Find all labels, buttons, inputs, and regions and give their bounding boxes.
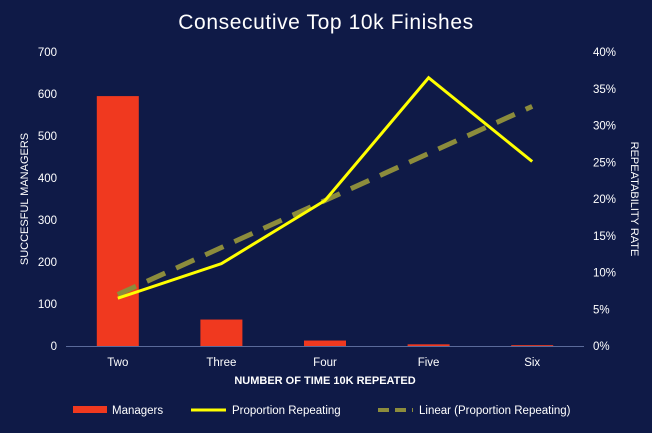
y-axis-label: SUCCESFUL MANAGERS [19,133,31,265]
y2-tick-label: 30% [593,121,616,133]
legend-label-proportion: Proportion Repeating [232,405,341,417]
legend-item-linear: Linear (Proportion Repeating) [378,405,571,417]
x-tick-label: Six [524,357,540,369]
y-tick-label: 400 [38,173,57,185]
y2-tick-label: 40% [593,47,616,59]
bar-series [96,96,554,346]
y-tick-label: 0 [51,341,57,353]
y-tick-label: 200 [38,257,57,269]
bar [407,344,450,346]
legend-item-proportion: Proportion Repeating [191,405,341,417]
y2-tick-label: 15% [593,231,616,243]
x-axis-label: NUMBER OF TIME 10K REPEATED [234,375,415,387]
y2-tick-label: 0% [593,341,610,353]
y-tick-label: 300 [38,215,57,227]
x-axis-ticks: Two Three Four Five Six [107,357,540,369]
y2-tick-label: 5% [593,304,610,316]
y-tick-label: 500 [38,131,57,143]
x-tick-label: Three [206,357,236,369]
legend: Managers Proportion Repeating Linear (Pr… [73,405,571,417]
y2-axis-label: REPEATABILITY RATE [628,142,640,257]
line-series [117,75,534,300]
y2-tick-label: 25% [593,157,616,169]
proportion-line [117,75,534,300]
y-tick-label: 700 [38,47,57,59]
right-axis-ticks: 0% 5% 10% 15% 20% 25% 30% 35% 40% [593,47,616,353]
chart-title: Consecutive Top 10k Finishes [178,11,473,34]
y-tick-label: 100 [38,299,57,311]
left-axis-ticks: 0 100 200 300 400 500 600 700 [38,47,57,353]
x-tick-label: Five [418,357,440,369]
bar [200,319,243,346]
legend-swatch-managers [73,406,107,413]
bar [96,96,139,346]
legend-label-linear: Linear (Proportion Repeating) [419,405,571,417]
x-tick-label: Two [107,357,128,369]
legend-item-managers: Managers [73,405,163,417]
x-tick-label: Four [313,357,337,369]
y2-tick-label: 20% [593,194,616,206]
bar [511,345,554,346]
y2-tick-label: 10% [593,268,616,280]
legend-label-managers: Managers [112,405,163,417]
bar [304,340,346,346]
y-tick-label: 600 [38,89,57,101]
y2-tick-label: 35% [593,84,616,96]
